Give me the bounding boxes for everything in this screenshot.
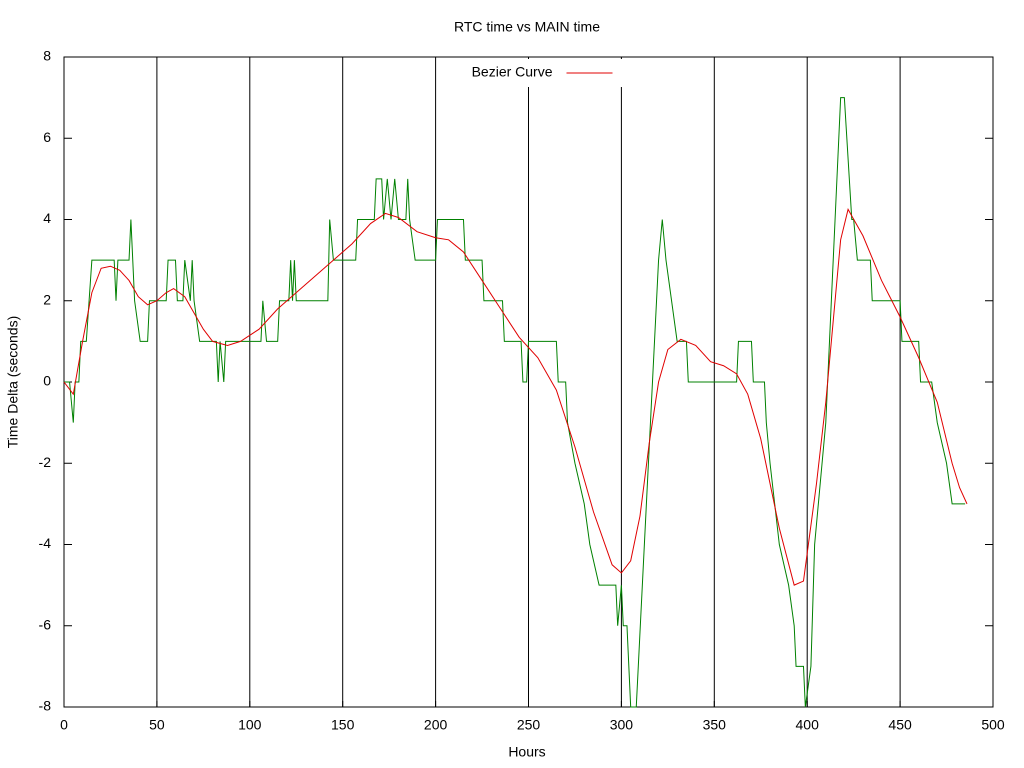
y-tick-label: 6 <box>43 129 51 145</box>
x-tick-label: 300 <box>610 717 634 733</box>
x-tick-label: 150 <box>331 717 355 733</box>
x-tick-label: 250 <box>517 717 541 733</box>
x-tick-label: 50 <box>149 717 165 733</box>
x-tick-label: 450 <box>888 717 912 733</box>
x-axis-label: Hours <box>508 744 545 760</box>
y-tick-label: 4 <box>43 210 51 226</box>
chart-title: RTC time vs MAIN time <box>454 19 600 35</box>
x-tick-label: 500 <box>981 717 1005 733</box>
data-line <box>63 207 968 586</box>
y-tick-label: -2 <box>39 454 52 470</box>
x-tick-label: 0 <box>60 717 68 733</box>
y-tick-label: -6 <box>39 616 52 632</box>
data-line <box>64 97 966 708</box>
y-tick-label: -8 <box>39 698 52 714</box>
legend-label: Bezier Curve <box>472 64 553 80</box>
y-tick-label: 0 <box>43 373 51 389</box>
x-tick-label: 100 <box>238 717 262 733</box>
y-tick-label: -4 <box>39 535 52 551</box>
x-tick-label: 350 <box>703 717 727 733</box>
x-tick-label: 400 <box>796 717 820 733</box>
y-axis-label: Time Delta (seconds) <box>5 316 21 449</box>
y-tick-label: 2 <box>43 291 51 307</box>
y-tick-label: 8 <box>43 48 51 64</box>
x-tick-label: 200 <box>424 717 448 733</box>
